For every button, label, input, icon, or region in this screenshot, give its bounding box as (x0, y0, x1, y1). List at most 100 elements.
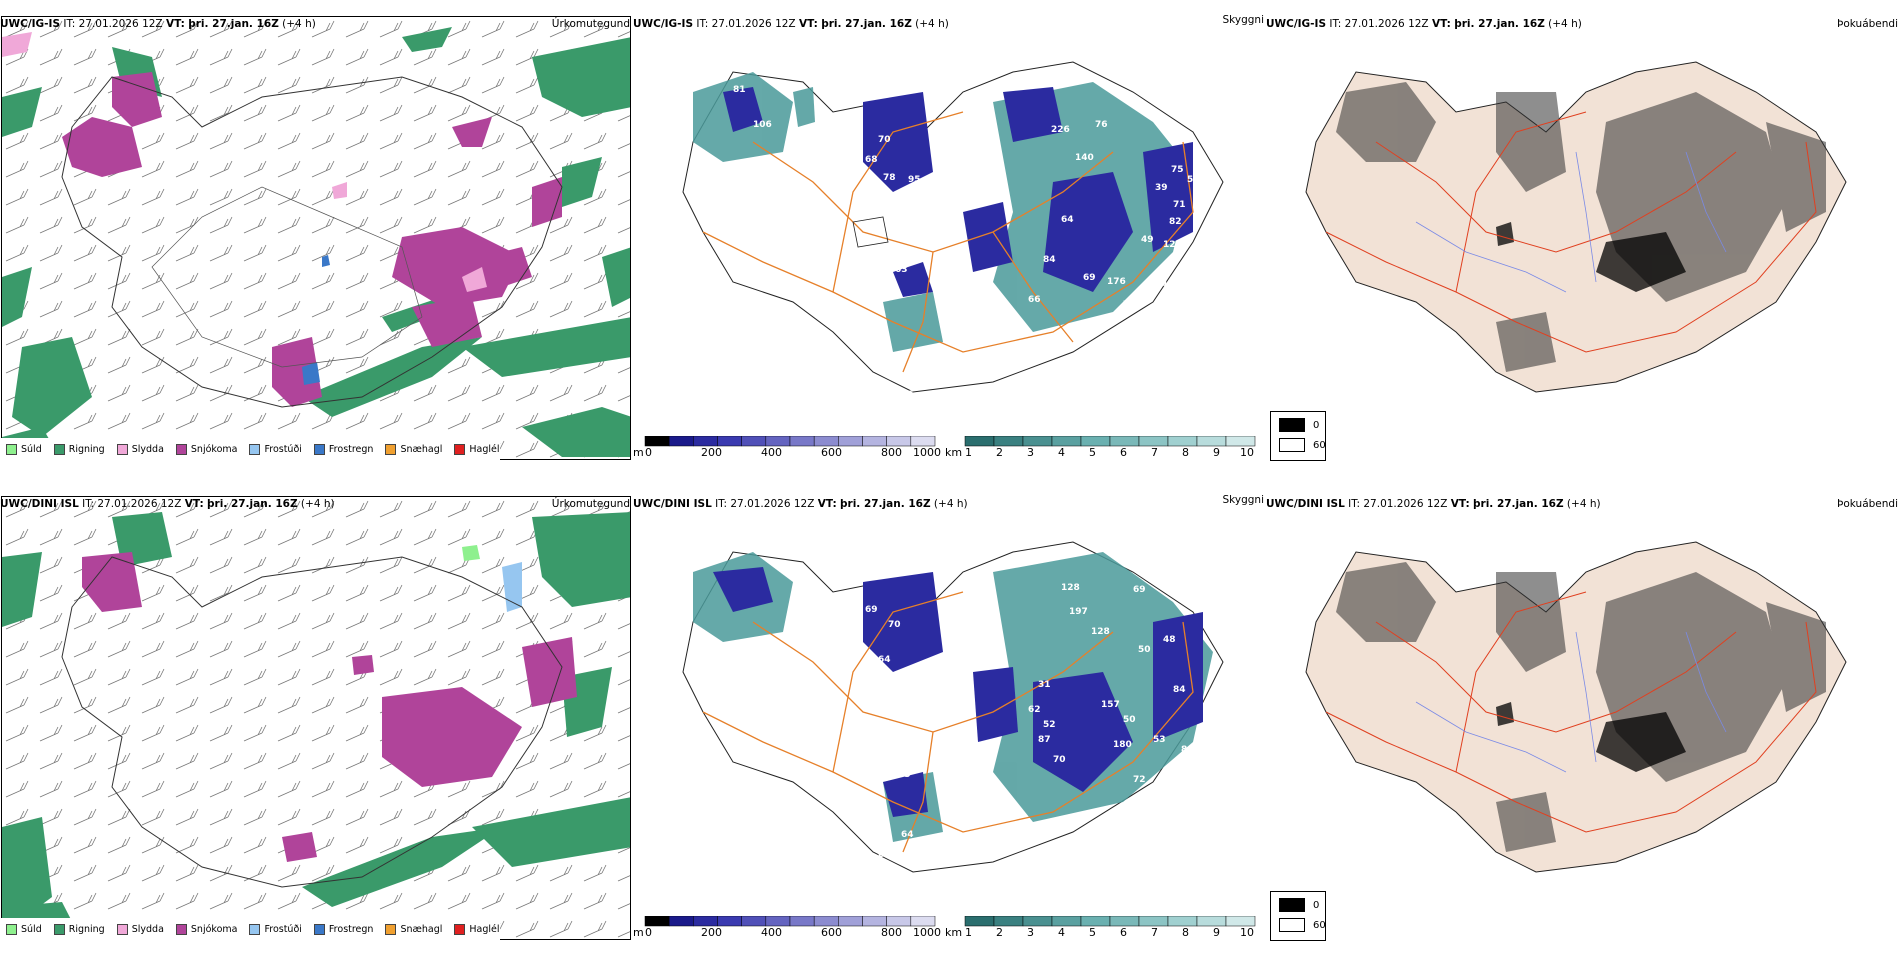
snow-depth-label: 128 (1061, 583, 1080, 593)
snow-depth-tick: 400 (761, 446, 782, 459)
snow-depth-label: 68 (865, 155, 878, 165)
visibility-tick: 4 (1058, 926, 1065, 939)
legend-swatch (175, 443, 187, 455)
colorbar-segment (838, 436, 863, 447)
visibility-tick: 10 (1240, 446, 1254, 459)
snow-depth-label: 27 (893, 870, 906, 880)
legend-item: Súld (6, 443, 42, 455)
precip-type-legend: Súld Rigning Slydda Snjókoma Frostúði Fr… (0, 918, 500, 940)
fog-legend-value: 0 (1313, 899, 1320, 911)
visibility-scale (964, 916, 1256, 927)
legend-swatch (385, 923, 397, 935)
colorbar-segment (741, 916, 767, 927)
snow-depth-label: 39 (1155, 183, 1168, 193)
model-row-bottom: UWC/DINI ISL IT: 27.01.2026 12Z VT: þri.… (0, 492, 1900, 962)
legend-label: Haglél (469, 923, 500, 935)
snow-depth-tick: 800 (881, 446, 902, 459)
fog-legend-row: 60 (1279, 918, 1326, 932)
road-network (702, 591, 1194, 853)
legend-item: Haglél (454, 923, 500, 935)
snow-depth-label: 103 (933, 195, 952, 205)
precip-type-map (2, 497, 630, 939)
legend-swatch (313, 443, 325, 455)
legend-label: Rigning (68, 923, 105, 935)
visibility-tick: 6 (1120, 446, 1127, 459)
parameter-title: Skyggni (1222, 14, 1265, 26)
colorbar-segment (693, 436, 718, 447)
colorbar-segment (838, 916, 863, 927)
fog-legend: 0 60 (1270, 891, 1326, 941)
snow-depth-label: 97 (1168, 775, 1181, 785)
valid-label: VT: (165, 18, 185, 30)
lead-time: (+4 h) (933, 498, 968, 510)
snow-depth-tick: 600 (821, 446, 842, 459)
road-network (702, 111, 1194, 373)
valid-label: VT: (1450, 498, 1470, 510)
colorbar-segment (668, 436, 694, 447)
legend-swatch (454, 443, 466, 455)
init-time: 27.01.2026 12Z (730, 498, 815, 510)
snow-depth-label: 57 (1187, 175, 1200, 185)
snow-depth-label: 84 (1173, 685, 1186, 695)
snow-depth-label: 140 (1075, 153, 1094, 163)
init-label: IT: (696, 18, 709, 30)
visibility-unit: km (945, 926, 963, 939)
fog-legend-value: 0 (1313, 419, 1320, 431)
snow-depth-tick: 1000 (913, 926, 941, 939)
snow-depth-scale (644, 916, 936, 927)
legend-swatch (313, 923, 325, 935)
snow-depth-label: 94 (935, 665, 948, 675)
legend-swatch (6, 923, 17, 935)
colorbar-segment (993, 436, 1024, 447)
legend-label: Súld (21, 443, 42, 455)
colorbar-segment (910, 436, 936, 447)
fog-legend-row: 60 (1279, 438, 1326, 452)
legend-item: Frostregn (313, 923, 374, 935)
legend-swatch (175, 923, 187, 935)
valid-label: VT: (1431, 18, 1451, 30)
snow-depth-label: 78 (883, 173, 896, 183)
visibility-tick: 2 (996, 446, 1003, 459)
legend-label: Haglél (469, 443, 500, 455)
valid-time: þri. 27.jan. 16Z (821, 18, 912, 30)
legend-label: Frostregn (328, 923, 374, 935)
legend-item: Frostregn (313, 443, 373, 455)
snow-depth-unit: m (633, 446, 644, 459)
snow-depth-label: 85 (1181, 265, 1194, 275)
freezing-rain-areas (302, 255, 330, 385)
model-row-top: UWC/IG-IS IT: 27.01.2026 12Z VT: þri. 27… (0, 12, 1900, 482)
snow-depth-label: 75 (1171, 165, 1184, 175)
snow-depth-label: 26 (901, 390, 914, 400)
visibility-colorbar: km 1 2 3 4 5 6 7 8 9 10 (945, 916, 1266, 942)
snow-depth-label: 125 (1163, 240, 1182, 250)
colorbar-segment (644, 916, 670, 927)
legend-swatch (116, 443, 128, 455)
legend-label: Slydda (131, 923, 164, 935)
visibility-tick: 7 (1151, 446, 1158, 459)
snow-depth-label: 159 (1038, 80, 1057, 90)
parameter-title: Þokuábendi (1837, 498, 1898, 510)
fog-legend: 0 60 (1270, 411, 1326, 461)
colorbar-segment (993, 916, 1024, 927)
snow-depth-colorbar: m 0 200 400 600 800 1000 (633, 916, 943, 942)
colorbar-segment (765, 436, 791, 447)
snow-depth-scale (644, 436, 936, 447)
snow-areas (62, 72, 562, 407)
snow-depth-label: 69 (1133, 585, 1146, 595)
snow-depth-label: 64 (1155, 280, 1168, 290)
init-label: IT: (63, 18, 76, 30)
legend-item: Haglél (454, 443, 500, 455)
visibility-panel: UWC/IG-IS IT: 27.01.2026 12Z VT: þri. 27… (633, 12, 1266, 482)
lead-time: (+4 h) (300, 498, 335, 510)
legend-item: Rigning (53, 443, 105, 455)
precip-type-panel: UWC/DINI ISL IT: 27.01.2026 12Z VT: þri.… (0, 492, 632, 962)
init-label: IT: (1348, 498, 1361, 510)
colorbar-segment (1225, 916, 1256, 927)
legend-item: Snæhagl (385, 923, 442, 935)
snow-depth-label: 128 (1091, 627, 1110, 637)
fog-map (1305, 61, 1847, 393)
visibility-tick: 10 (1240, 926, 1254, 939)
lead-time: (+4 h) (915, 18, 949, 30)
colorbar-segment (693, 916, 718, 927)
legend-label: Snæhagl (400, 443, 443, 455)
